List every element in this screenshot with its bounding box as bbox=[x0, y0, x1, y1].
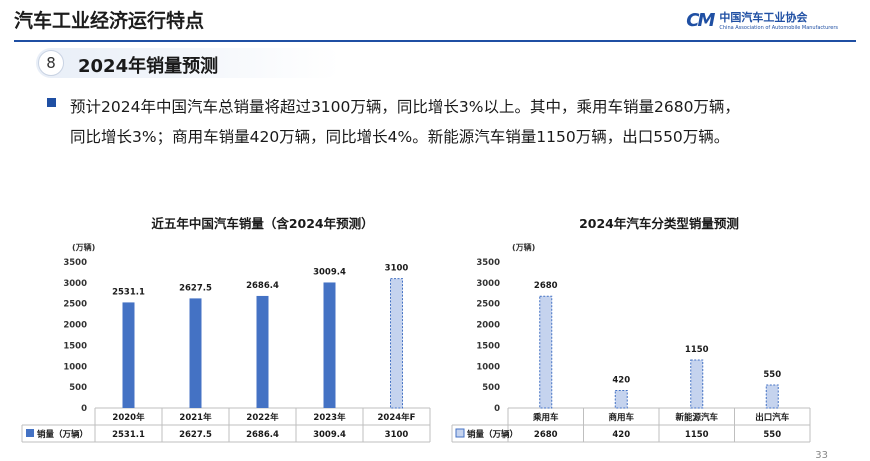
table-value-cell: 3009.4 bbox=[313, 430, 346, 440]
y-tick-label: 1500 bbox=[476, 341, 500, 351]
y-tick-label: 3000 bbox=[476, 279, 500, 289]
bar bbox=[189, 298, 202, 408]
y-tick-label: 2500 bbox=[476, 300, 500, 310]
y-axis-unit: (万辆) bbox=[72, 242, 95, 252]
y-tick-label: 1000 bbox=[476, 362, 500, 372]
section-number: 8 bbox=[38, 50, 64, 76]
x-category-label: 2020年 bbox=[112, 412, 145, 423]
table-value-cell: 2531.1 bbox=[112, 430, 145, 440]
page-number: 33 bbox=[815, 450, 828, 461]
y-axis-unit: (万辆) bbox=[512, 242, 535, 252]
forecast-bar bbox=[690, 359, 704, 409]
y-tick-label: 2000 bbox=[63, 321, 87, 331]
table-value-cell: 420 bbox=[612, 430, 630, 440]
legend-label: 销量（万辆） bbox=[467, 429, 518, 440]
logo-name-cn: 中国汽车工业协会 bbox=[719, 11, 808, 24]
page-title: 汽车工业经济运行特点 bbox=[14, 10, 205, 32]
forecast-bar bbox=[614, 389, 628, 409]
y-tick-label: 500 bbox=[482, 383, 500, 393]
logo-mark: CM bbox=[686, 9, 715, 31]
x-category-label: 2024年F bbox=[378, 412, 416, 423]
chart-annual-sales: 近五年中国汽车销量（含2024年预测） (万辆) 0 500 1000 1500 2000 2… bbox=[21, 216, 431, 443]
forecast-bar bbox=[765, 384, 779, 409]
table-value-cell: 3100 bbox=[385, 430, 409, 440]
table-value-cell: 2680 bbox=[534, 430, 558, 440]
x-category-label: 新能源汽车 bbox=[675, 412, 718, 423]
x-category-label: 2023年 bbox=[313, 412, 346, 423]
summary-line-1: 预计2024年中国汽车总销量将超过3100万辆，同比增长3%以上。其中，乘用车销… bbox=[70, 98, 740, 116]
y-tick-label: 3000 bbox=[63, 279, 87, 289]
legend-swatch bbox=[455, 428, 465, 438]
data-label: 420 bbox=[612, 375, 630, 385]
title-divider bbox=[14, 40, 856, 42]
data-label: 2680 bbox=[534, 281, 558, 291]
y-tick-label: 3500 bbox=[63, 258, 87, 268]
x-category-label: 2021年 bbox=[179, 412, 212, 423]
table-value-cell: 2686.4 bbox=[246, 430, 279, 440]
bar bbox=[122, 302, 135, 408]
chart-title: 近五年中国汽车销量（含2024年预测） bbox=[151, 216, 373, 231]
association-logo: CM 中国汽车工业协会 China Association of Automob… bbox=[686, 9, 838, 32]
x-category-label: 商用车 bbox=[608, 412, 634, 423]
data-label: 550 bbox=[763, 370, 781, 380]
summary-paragraph: 预计2024年中国汽车总销量将超过3100万辆，同比增长3%以上。其中，乘用车销… bbox=[70, 92, 840, 152]
data-label: 2627.5 bbox=[179, 283, 212, 293]
bar bbox=[323, 282, 336, 408]
section-banner bbox=[36, 48, 340, 78]
bar bbox=[256, 295, 269, 408]
data-label: 3100 bbox=[385, 264, 409, 274]
y-tick-label: 3500 bbox=[476, 258, 500, 268]
y-tick-label: 1000 bbox=[63, 362, 87, 372]
data-label: 1150 bbox=[685, 345, 709, 355]
x-category-label: 出口汽车 bbox=[755, 412, 790, 423]
bullet-square-icon bbox=[47, 98, 56, 107]
chart-segment-forecast: 2024年汽车分类型销量预测 (万辆) 0 500 1000 1500 2000 2500 30… bbox=[451, 216, 811, 443]
x-category-label: 2022年 bbox=[246, 412, 279, 423]
y-tick-label: 2000 bbox=[476, 321, 500, 331]
table-value-cell: 550 bbox=[763, 430, 781, 440]
table-value-cell: 2627.5 bbox=[179, 430, 212, 440]
legend-label: 销量（万辆） bbox=[37, 429, 88, 440]
y-tick-label: 0 bbox=[494, 404, 500, 414]
forecast-bar bbox=[539, 295, 553, 409]
x-category-label: 乘用车 bbox=[532, 412, 559, 423]
data-label: 2531.1 bbox=[112, 287, 145, 297]
y-tick-label: 2500 bbox=[63, 300, 87, 310]
data-label: 2686.4 bbox=[246, 281, 279, 291]
section-title: 2024年销量预测 bbox=[78, 56, 219, 77]
chart-title: 2024年汽车分类型销量预测 bbox=[579, 216, 739, 231]
y-tick-label: 0 bbox=[81, 404, 87, 414]
logo-name-en: China Association of Automobile Manufact… bbox=[719, 25, 838, 31]
summary-line-2: 同比增长3%；商用车销量420万辆，同比增长4%。新能源汽车销量1150万辆，出… bbox=[70, 128, 730, 146]
table-value-cell: 1150 bbox=[685, 430, 709, 440]
y-tick-label: 1500 bbox=[63, 341, 87, 351]
data-label: 3009.4 bbox=[313, 267, 346, 277]
y-tick-label: 500 bbox=[69, 383, 87, 393]
legend-swatch bbox=[26, 429, 34, 437]
forecast-bar bbox=[390, 278, 403, 409]
